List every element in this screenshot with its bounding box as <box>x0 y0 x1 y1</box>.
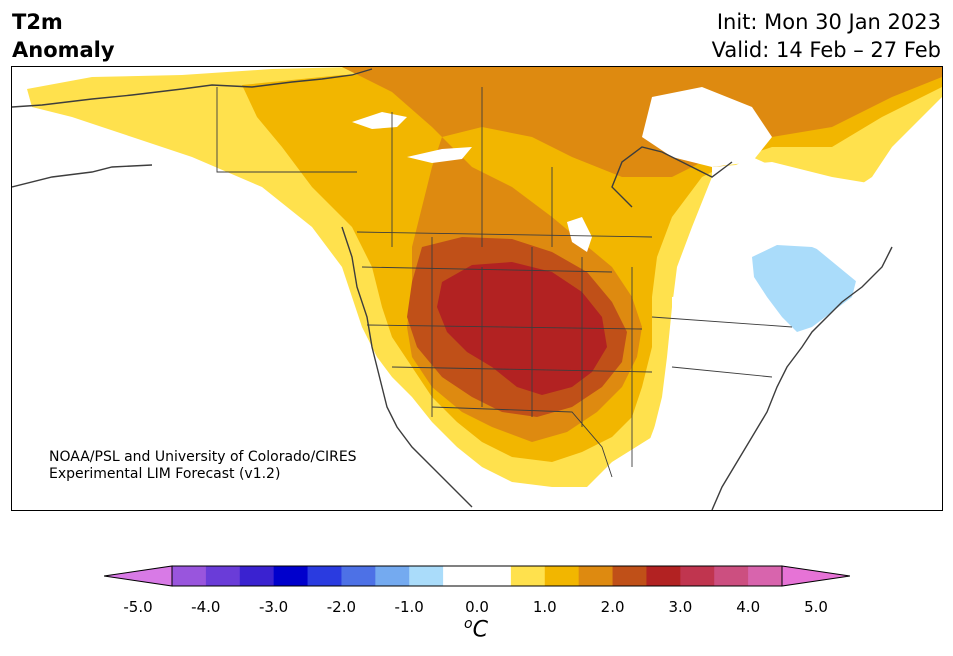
title-line-1: T2m <box>12 10 63 34</box>
colorbar-segment <box>307 566 342 586</box>
anomaly-region-neutral-pacific <box>12 127 362 510</box>
colorbar-segment <box>510 566 546 586</box>
colorbar-tick-label: 5.0 <box>804 598 828 616</box>
colorbar-border <box>171 565 783 587</box>
colorbar-tick-label: -4.0 <box>191 598 221 616</box>
colorbar-segment <box>646 566 681 586</box>
colorbar-arrow-low <box>103 565 173 587</box>
colorbar-segment <box>477 566 512 586</box>
political-borders <box>216 87 793 478</box>
title-line-2: Anomaly <box>12 38 115 62</box>
colorbar-tick-label: 4.0 <box>736 598 761 616</box>
colorbar-segment <box>409 566 444 586</box>
init-date: Init: Mon 30 Jan 2023 <box>716 10 941 34</box>
colorbar-tick-label: 1.0 <box>532 598 557 616</box>
colorbar-tick-label: 2.0 <box>600 598 625 616</box>
credit-line-1: NOAA/PSL and University of Colorado/CIRE… <box>49 449 357 465</box>
hudson-bay <box>642 87 772 167</box>
lake-winnipeg <box>567 217 592 252</box>
colorbar-tick-label: -5.0 <box>123 598 153 616</box>
colorbar-segment <box>341 566 376 586</box>
colorbar-arrow-high <box>781 565 851 587</box>
credit-line-2: Experimental LIM Forecast (v1.2) <box>49 466 281 482</box>
valid-range: Valid: 14 Feb – 27 Feb <box>711 38 941 62</box>
anomaly-region-hottest <box>437 262 607 395</box>
colorbar-tick-label: -3.0 <box>258 598 289 616</box>
colorbar-graphic <box>103 565 851 587</box>
colorbar-segment <box>578 566 614 586</box>
forecast-dates: Init: Mon 30 Jan 2023 Valid: 14 Feb – 27… <box>712 8 941 64</box>
anomaly-map <box>11 66 943 511</box>
colorbar-tick-label: -2.0 <box>326 598 357 616</box>
colorbar-segment <box>239 566 275 586</box>
coastline <box>12 68 893 510</box>
colorbar-segment <box>612 566 647 586</box>
anomaly-region-cool <box>752 245 857 332</box>
colorbar-segment <box>205 566 241 586</box>
colorbar-segment <box>375 566 410 586</box>
colorbar-segment <box>714 566 749 586</box>
anomaly-region-neutral-quebec <box>712 162 942 317</box>
anomaly-region-neutral-east <box>632 292 812 510</box>
colorbar-tick-label: 3.0 <box>668 598 693 616</box>
colorbar <box>103 562 851 590</box>
lake-athabasca <box>407 147 472 163</box>
colorbar-ticks: -5.0 -4.0 -3.0 -2.0 -1.0 0.0 1.0 2.0 3.0 4.0 5.0 <box>0 598 953 618</box>
colorbar-tick-label: 0.0 <box>465 598 489 616</box>
unit-degree: o <box>464 616 473 632</box>
colorbar-tick-label: -1.0 <box>394 598 424 616</box>
colorbar-segment <box>443 566 478 586</box>
unit-letter: C <box>472 617 488 643</box>
colorbar-unit: oC <box>464 616 488 642</box>
colorbar-segment <box>273 566 309 586</box>
colorbar-segment <box>680 566 715 586</box>
map-canvas <box>12 67 942 510</box>
map-credit: NOAA/PSL and University of Colorado/CIRE… <box>49 449 357 483</box>
lake-great-slave <box>352 112 407 129</box>
colorbar-segment <box>544 566 580 586</box>
colorbar-segment <box>172 566 207 586</box>
map-title: T2m Anomaly <box>12 8 115 64</box>
colorbar-segment <box>748 566 783 586</box>
